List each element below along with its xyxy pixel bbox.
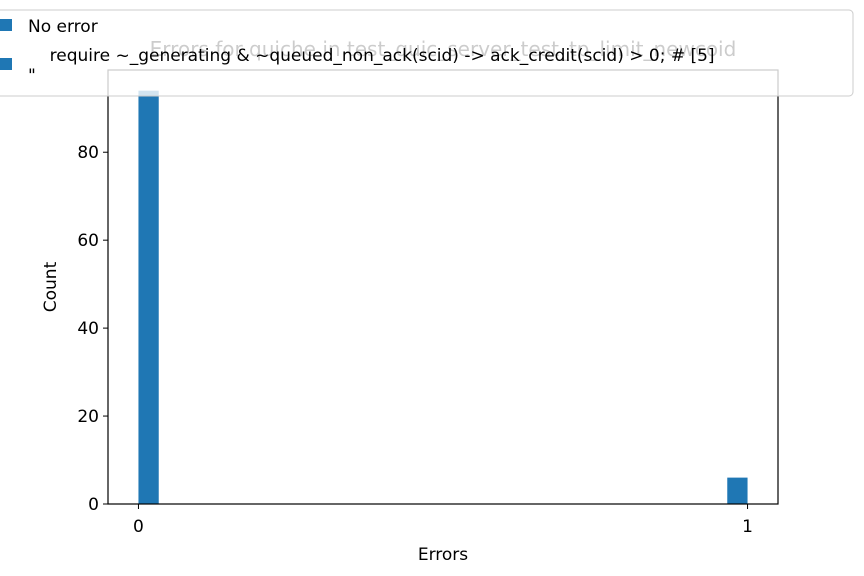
legend-box (0, 9, 854, 97)
bar (138, 90, 159, 505)
legend-label-line: No error (28, 17, 98, 37)
legend-label-line: require ~_generating & ~queued_non_ack(s… (28, 46, 715, 66)
axes-frame (107, 69, 779, 505)
y-axis-label: Count (41, 261, 61, 312)
y-tick-label: 80 (77, 143, 99, 163)
y-tick-label: 40 (77, 319, 99, 339)
legend-label: require ~_generating & ~queued_non_ack(s… (28, 46, 715, 86)
x-tick-label: 1 (742, 517, 753, 537)
legend-swatch (0, 19, 12, 31)
y-tick-label: 60 (77, 231, 99, 251)
x-tick-label: 0 (133, 517, 144, 537)
y-tick-label: 0 (88, 495, 99, 515)
y-tick-label: 20 (77, 407, 99, 427)
legend-label-line: " (28, 66, 36, 86)
x-axis-label: Errors (418, 545, 468, 565)
legend-swatch (0, 58, 12, 70)
bar (727, 477, 748, 504)
legend-label: No error (28, 17, 98, 37)
